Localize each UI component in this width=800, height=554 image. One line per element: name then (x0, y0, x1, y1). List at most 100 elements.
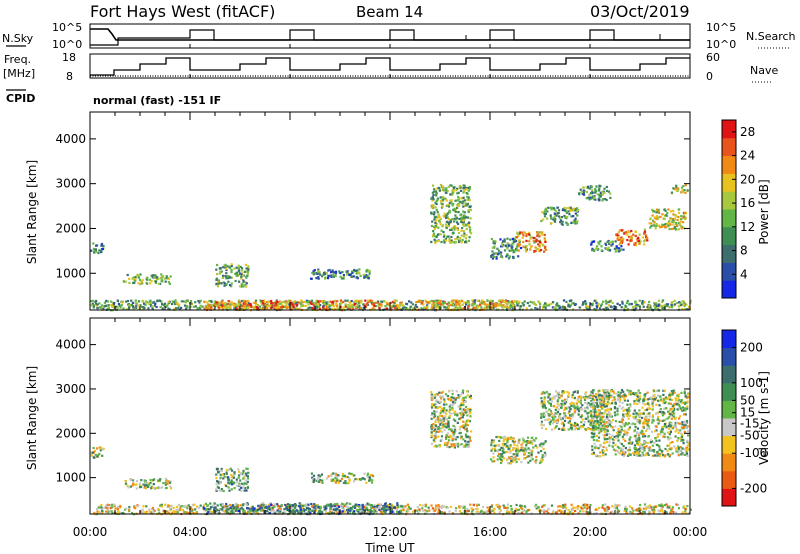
power-cell (149, 282, 152, 285)
velocity-cell (648, 415, 651, 418)
velocity-cell (662, 435, 665, 438)
power-cell (100, 304, 104, 307)
power-cell (427, 302, 430, 305)
power-cell (101, 247, 104, 251)
power-cell (463, 216, 466, 219)
power-cell (95, 299, 98, 303)
power-cell (245, 300, 248, 303)
noise-left-bottom: 10^0 (52, 38, 82, 51)
velocity-cell (465, 410, 468, 413)
power-cell (217, 280, 220, 283)
velocity-cell (457, 396, 460, 399)
power-cell (449, 221, 452, 224)
power-cell (240, 277, 243, 280)
power-cell (669, 218, 672, 221)
power-cell (433, 211, 436, 214)
power-cell (307, 301, 310, 304)
power-cell (664, 209, 667, 212)
power-cell (563, 209, 566, 212)
velocity-cell (436, 415, 440, 418)
power-cell (124, 280, 127, 283)
velocity-cell (674, 421, 677, 424)
velocity-cell (670, 412, 673, 415)
power-cell (155, 280, 158, 283)
power-cell (184, 301, 187, 304)
velocity-cell (637, 419, 640, 422)
power-cell (242, 306, 245, 309)
velocity-cell (637, 399, 641, 402)
velocity-cell (687, 434, 690, 437)
velocity-cell (653, 398, 657, 401)
velocity-cell (675, 428, 679, 431)
power-cell (608, 242, 611, 245)
velocity-cell (157, 486, 160, 489)
power-cell (623, 232, 626, 235)
velocity-cell (507, 437, 510, 440)
velocity-cell (233, 472, 236, 475)
power-cell (256, 306, 259, 309)
velocity-cell (613, 435, 616, 438)
power-cell (432, 233, 435, 236)
velocity-cell (645, 408, 648, 411)
power-cell (536, 307, 539, 310)
velocity-cell (556, 410, 560, 414)
velocity-cell (618, 396, 621, 399)
velocity-cell (347, 481, 350, 484)
velocity-cell (634, 415, 637, 418)
power-cell (235, 274, 238, 277)
power-cell (435, 222, 438, 225)
power-cell (518, 241, 521, 244)
velocity-cell (684, 422, 688, 425)
power-cell (657, 210, 660, 214)
power-cell (121, 301, 124, 304)
power-cell (615, 245, 618, 248)
power-cell (247, 300, 250, 303)
velocity-cell (450, 428, 453, 431)
velocity-cell (624, 408, 627, 411)
velocity-cell (591, 418, 594, 421)
velocity-cell (678, 399, 681, 402)
power-cell (134, 279, 137, 282)
power-cell (296, 307, 299, 310)
velocity-cell (468, 437, 471, 440)
velocity-cell (506, 457, 509, 461)
velocity-cell (466, 444, 469, 447)
velocity-cell (149, 478, 152, 482)
velocity-cell (573, 410, 577, 413)
power-cell (442, 300, 445, 303)
velocity-cell (676, 394, 679, 397)
velocity-cell (438, 414, 441, 417)
power-cell (480, 306, 483, 309)
velocity-cell (577, 512, 580, 515)
velocity-cell (146, 485, 149, 488)
power-cell (334, 307, 337, 310)
velocity-cell (602, 451, 605, 454)
power-cell (355, 272, 358, 275)
velocity-cell (671, 393, 674, 396)
power-cell (434, 190, 438, 193)
velocity-cell (624, 394, 627, 397)
power-cell (463, 219, 466, 222)
velocity-cell (605, 403, 608, 406)
velocity-cell (227, 481, 230, 484)
power-cell (100, 244, 103, 247)
velocity-cell (498, 457, 502, 460)
velocity-cell (635, 398, 638, 401)
velocity-cell (617, 397, 620, 400)
velocity-cell (573, 408, 576, 411)
power-cell (678, 208, 681, 211)
power-cell (323, 299, 326, 303)
velocity-cell (632, 412, 635, 415)
velocity-cell (343, 474, 346, 477)
velocity-cell (644, 508, 647, 511)
velocity-cell (681, 453, 684, 456)
power-cell (510, 300, 514, 303)
power-cell (678, 301, 681, 304)
velocity-cell (687, 395, 690, 398)
velocity-cell (439, 445, 442, 448)
velocity-cell (671, 391, 674, 394)
velocity-cell (605, 425, 609, 429)
velocity-cell (618, 433, 621, 436)
power-cell (163, 277, 166, 280)
power-cell (346, 299, 349, 302)
